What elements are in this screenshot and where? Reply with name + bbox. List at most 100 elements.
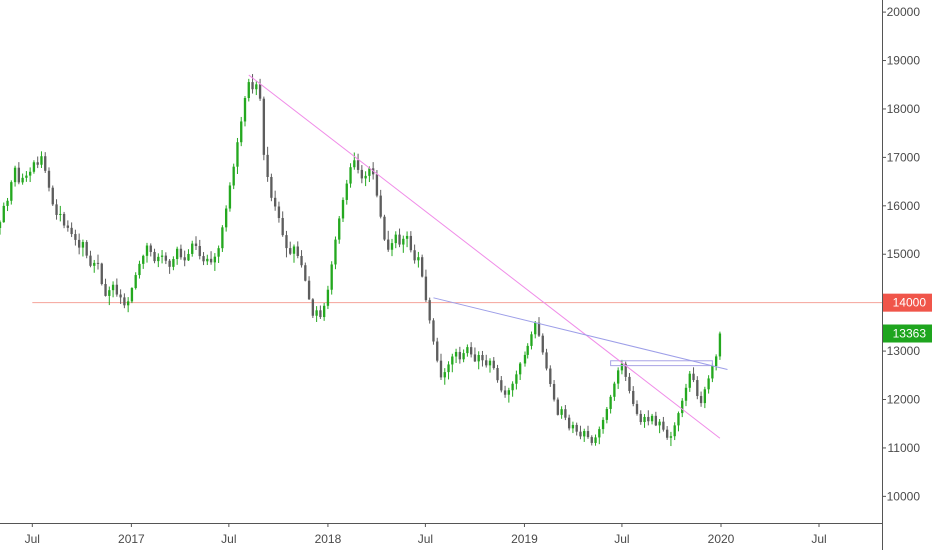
candle: [356, 153, 360, 174]
candle: [458, 346, 462, 364]
candle: [277, 201, 281, 223]
candle: [488, 358, 492, 373]
candle-body: [251, 82, 254, 90]
candle-body: [255, 84, 258, 90]
candle: [586, 425, 590, 439]
candle-body: [326, 289, 330, 306]
candle: [549, 365, 552, 387]
candle: [405, 231, 409, 248]
candle-body: [632, 390, 635, 404]
candle-body: [315, 310, 318, 316]
candle-body: [74, 234, 77, 240]
candle: [149, 243, 152, 257]
candle: [349, 163, 352, 188]
candle: [164, 252, 168, 265]
candle-body: [688, 373, 691, 388]
candle: [28, 167, 32, 183]
pink-trendline[interactable]: [248, 74, 721, 439]
candle-body: [711, 366, 714, 379]
candle-body: [206, 258, 209, 262]
candle: [134, 272, 137, 290]
candle-body: [40, 156, 43, 165]
candle: [515, 370, 518, 390]
candle-body: [530, 334, 533, 346]
candle: [119, 289, 122, 304]
candle-body: [70, 227, 73, 235]
candle: [353, 152, 356, 170]
candle-body: [191, 243, 194, 254]
candle-body: [179, 248, 183, 258]
candle: [96, 254, 100, 270]
candle-body: [579, 431, 582, 437]
candle: [10, 180, 13, 205]
candle: [439, 353, 443, 381]
candle: [296, 241, 299, 259]
candle: [677, 411, 680, 432]
candle-body: [549, 368, 552, 384]
candle-body: [168, 260, 171, 267]
candle: [100, 262, 103, 286]
candle: [583, 428, 586, 442]
candle-body: [643, 416, 646, 423]
blue-trendline[interactable]: [433, 297, 728, 370]
candle: [6, 197, 9, 212]
candle: [311, 298, 315, 319]
candle: [575, 422, 578, 436]
candle-body: [439, 360, 443, 378]
candle: [647, 410, 650, 426]
candle-body: [481, 355, 484, 361]
candle: [142, 254, 145, 269]
candle: [243, 96, 247, 127]
candle: [25, 171, 28, 182]
candle-body: [194, 243, 198, 247]
x-tick-label: 2018: [315, 532, 342, 546]
candle: [485, 354, 488, 368]
candle: [364, 171, 367, 187]
candle: [32, 160, 36, 174]
candle: [322, 303, 326, 321]
candle-body: [650, 415, 654, 422]
candle-body: [669, 436, 673, 438]
candle: [285, 230, 288, 258]
candle: [424, 269, 428, 302]
candle: [338, 215, 341, 244]
candle: [454, 348, 458, 364]
candle-body: [247, 82, 250, 99]
candle-body: [183, 257, 186, 261]
candle-body: [345, 183, 348, 200]
candle-body: [473, 354, 477, 362]
candle: [292, 244, 296, 263]
candle: [315, 306, 318, 322]
range-box[interactable]: [610, 360, 713, 367]
candle: [466, 344, 469, 357]
candle-body: [145, 245, 149, 256]
drawings: [248, 74, 728, 439]
last-price-badge: 13363: [883, 324, 932, 343]
y-tick-label: 16000: [887, 199, 921, 213]
y-tick-label: 12000: [887, 393, 921, 407]
x-tick-label: 2019: [511, 532, 538, 546]
candle: [541, 333, 544, 355]
candle-body: [296, 246, 299, 256]
candle-body: [232, 166, 235, 186]
candle: [511, 381, 514, 397]
candle-body: [692, 373, 695, 381]
candle: [665, 426, 669, 440]
candle-body: [319, 310, 322, 318]
y-tick-label: 15000: [887, 247, 921, 261]
candle-body: [707, 378, 710, 390]
candle-body: [134, 275, 137, 289]
candle-body: [289, 248, 292, 254]
candle-body: [356, 160, 360, 170]
candle-body: [66, 225, 70, 228]
y-tick-label: 19000: [887, 54, 921, 68]
candle-body: [277, 206, 281, 219]
candle: [153, 248, 156, 264]
candle-body: [647, 416, 650, 422]
candle: [2, 202, 5, 223]
candle: [398, 228, 401, 248]
candle-body: [609, 396, 612, 409]
candle: [221, 225, 224, 252]
candle-body: [59, 213, 62, 215]
